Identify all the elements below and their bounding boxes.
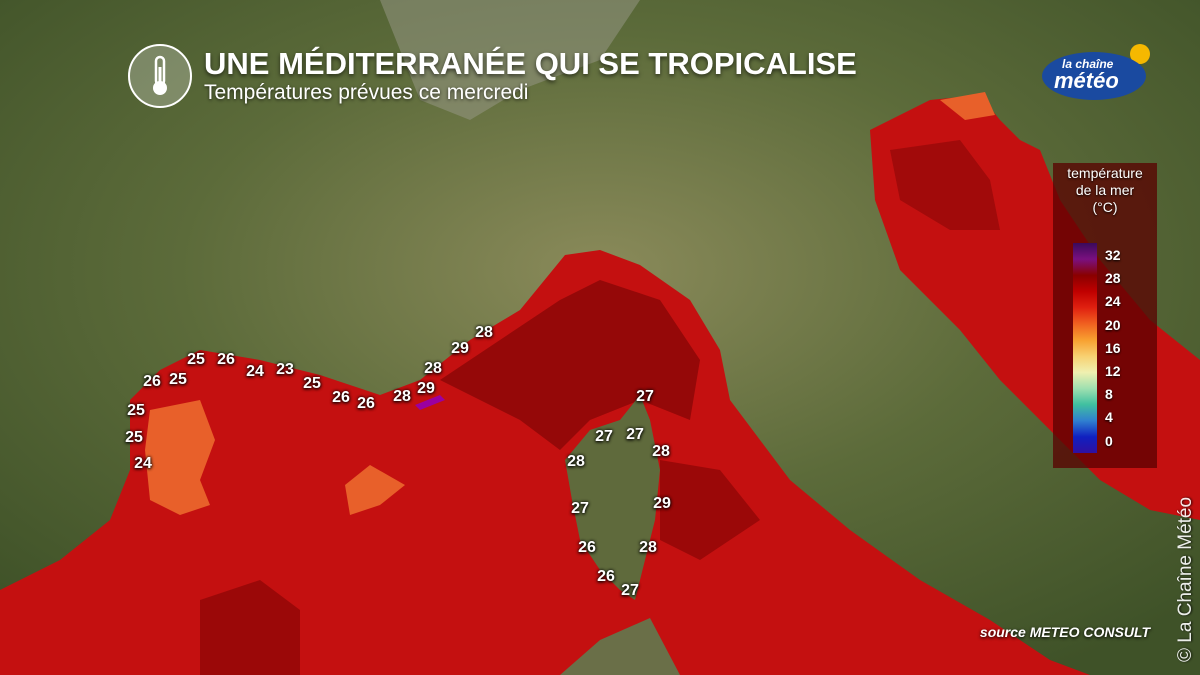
thermometer-icon (128, 44, 192, 108)
temperature-label: 23 (276, 361, 294, 378)
temperature-label: 27 (626, 426, 644, 443)
legend-tick: 16 (1105, 339, 1121, 356)
sea-dark-zone (200, 460, 760, 675)
sea-dark-zone (440, 280, 700, 450)
temperature-label: 24 (246, 363, 264, 380)
temperature-label: 26 (578, 539, 596, 556)
alps (380, 0, 640, 120)
sea-warm-zone (415, 395, 445, 410)
legend-title: température de la mer (°C) (1053, 165, 1157, 216)
sea-dark-zone (890, 140, 1000, 230)
credit-text: © La Chaîne Météo (1175, 496, 1196, 662)
sea-west (0, 250, 1090, 675)
legend-title-line: température (1067, 165, 1143, 181)
temperature-label: 28 (475, 324, 493, 341)
temperature-label: 28 (567, 453, 585, 470)
temperature-label: 27 (595, 428, 613, 445)
temperature-label: 27 (621, 582, 639, 599)
temperature-label: 26 (357, 395, 375, 412)
temperature-label: 27 (636, 388, 654, 405)
temperature-label: 29 (417, 380, 435, 397)
temperature-label: 25 (125, 429, 143, 446)
temperature-label: 28 (639, 539, 657, 556)
temperature-label: 25 (127, 402, 145, 419)
legend-tick: 0 (1105, 432, 1113, 449)
temperature-label: 26 (143, 373, 161, 390)
legend-tick: 20 (1105, 316, 1121, 333)
sea-warm-zone (145, 400, 215, 515)
legend-tick: 32 (1105, 247, 1121, 263)
temperature-label: 29 (653, 495, 671, 512)
temperature-label: 26 (597, 568, 615, 585)
sea-warm-zone (940, 92, 995, 120)
sea-warm-zone (345, 465, 405, 515)
page-subtitle: Températures prévues ce mercredi (204, 81, 529, 104)
temperature-label: 25 (169, 371, 187, 388)
legend-color-bar (1073, 243, 1097, 453)
legend-title-line: (°C) (1092, 199, 1118, 215)
temperature-label: 27 (571, 500, 589, 517)
temperature-label: 24 (134, 455, 152, 472)
legend-tick: 24 (1105, 293, 1121, 310)
page-title: UNE MÉDITERRANÉE QUI SE TROPICALISE (204, 46, 857, 81)
source-text: source METEO CONSULT (979, 624, 1150, 640)
la-chaine-meteo-logo: la chaîne météo (1042, 40, 1150, 102)
temperature-label: 26 (332, 389, 350, 406)
svg-text:la chaîne: la chaîne (1062, 57, 1114, 71)
temperature-label: 28 (652, 443, 670, 460)
temperature-label: 25 (187, 351, 205, 368)
svg-text:météo: météo (1054, 68, 1119, 93)
legend-title-line: de la mer (1075, 182, 1135, 198)
legend: température de la mer (°C) 32 28 24 20 16 12 8… (1053, 163, 1157, 468)
temperature-label: 28 (393, 388, 411, 405)
temperature-label: 28 (424, 360, 442, 377)
corsica (565, 395, 660, 600)
temperature-label: 26 (217, 351, 235, 368)
sardinia (560, 618, 680, 675)
legend-tick: 28 (1105, 270, 1121, 287)
legend-tick: 8 (1105, 386, 1113, 403)
temperature-label: 29 (451, 340, 469, 357)
temperature-label: 25 (303, 375, 321, 392)
legend-tick: 4 (1105, 409, 1113, 426)
header: UNE MÉDITERRANÉE QUI SE TROPICALISE Temp… (128, 44, 857, 108)
legend-tick: 12 (1105, 363, 1121, 379)
